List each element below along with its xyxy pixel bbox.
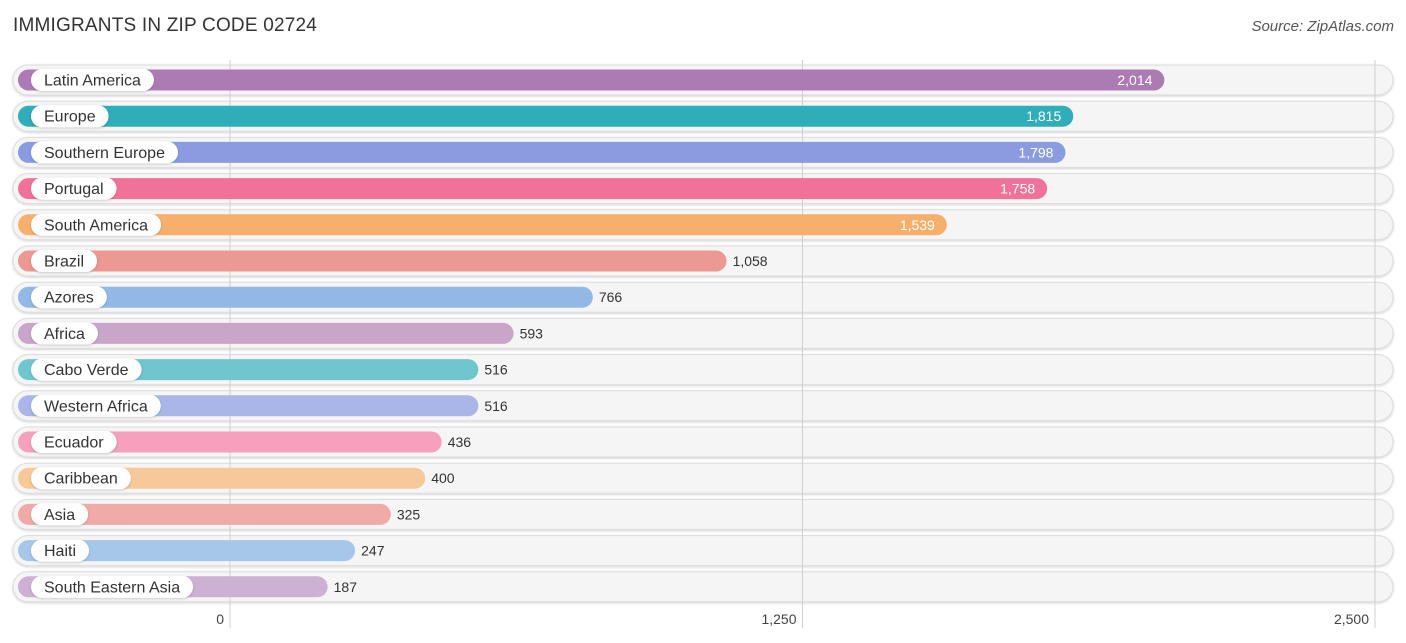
value-label: 436 xyxy=(448,434,472,450)
x-tick-label: 0 xyxy=(216,611,224,627)
bar-group[interactable]: South Eastern Asia 187 xyxy=(18,575,358,598)
category-label: Europe xyxy=(44,109,96,126)
value-label: 187 xyxy=(334,579,358,595)
category-label-pill xyxy=(31,286,107,309)
category-label: Latin America xyxy=(44,73,141,90)
bar-group[interactable]: South America 1,539 xyxy=(18,213,947,236)
bar[interactable] xyxy=(18,250,727,272)
chart-source: Source: ZipAtlas.com xyxy=(1251,18,1394,35)
category-label-pill xyxy=(31,322,98,345)
bar[interactable] xyxy=(18,322,514,344)
category-label: Haiti xyxy=(44,543,76,560)
value-label: 516 xyxy=(484,398,508,414)
category-label-pill xyxy=(31,503,89,526)
bar[interactable] xyxy=(18,431,442,453)
bar-group[interactable]: Cabo Verde 516 xyxy=(18,358,508,381)
value-label: 325 xyxy=(397,506,421,522)
category-label-pill xyxy=(31,213,162,236)
value-label: 1,758 xyxy=(1000,181,1035,197)
category-label-pill xyxy=(31,250,98,272)
x-tick-label: 2,500 xyxy=(1334,611,1369,627)
bar[interactable] xyxy=(18,178,1048,200)
category-label-pill xyxy=(31,105,109,128)
category-label-pill xyxy=(31,69,154,91)
category-label: Portugal xyxy=(44,181,104,198)
category-label-pill xyxy=(31,539,90,562)
category-label-pill xyxy=(31,358,142,381)
bar-group[interactable]: Caribbean 400 xyxy=(18,467,455,490)
value-label: 2,014 xyxy=(1117,72,1152,88)
bar-group[interactable]: Haiti 247 xyxy=(18,539,385,562)
category-label: Caribbean xyxy=(44,471,118,488)
category-label: Brazil xyxy=(44,254,84,271)
category-label: Asia xyxy=(44,507,75,524)
category-label-pill xyxy=(31,177,117,200)
bar-track xyxy=(12,535,1394,567)
bar[interactable] xyxy=(18,540,356,562)
value-label: 593 xyxy=(520,325,544,341)
bar[interactable] xyxy=(18,286,593,308)
bar-group[interactable]: Africa 593 xyxy=(18,322,544,345)
bar-group[interactable]: Latin America 2,014 xyxy=(18,69,1165,91)
bar[interactable] xyxy=(18,141,1066,163)
bar-group[interactable]: Asia 325 xyxy=(18,503,421,526)
chart-title: IMMIGRANTS IN ZIP CODE 02724 xyxy=(13,15,318,36)
category-label-pill xyxy=(31,394,161,417)
value-label: 1,798 xyxy=(1018,144,1053,160)
bar-group[interactable]: Brazil 1,058 xyxy=(18,250,768,272)
value-label: 247 xyxy=(361,543,385,559)
bar-group[interactable]: Portugal 1,758 xyxy=(18,177,1048,200)
category-label: Cabo Verde xyxy=(44,362,129,379)
category-label: Azores xyxy=(44,290,94,307)
category-label: South America xyxy=(44,217,148,234)
category-label: Southern Europe xyxy=(44,145,165,162)
bar[interactable] xyxy=(18,503,391,525)
value-label: 400 xyxy=(431,470,455,486)
category-label-pill xyxy=(31,431,117,453)
bar-group[interactable]: Southern Europe 1,798 xyxy=(18,141,1066,164)
value-label: 1,539 xyxy=(900,217,935,233)
bar-group[interactable]: Europe 1,815 xyxy=(18,105,1074,128)
value-label: 1,815 xyxy=(1026,108,1061,124)
category-label-pill xyxy=(31,467,131,490)
value-label: 516 xyxy=(484,362,508,378)
category-label: South Eastern Asia xyxy=(44,579,180,596)
bar-track xyxy=(12,571,1394,603)
bar[interactable] xyxy=(18,69,1165,91)
category-label-pill xyxy=(31,141,178,164)
value-label: 766 xyxy=(599,289,623,305)
bar[interactable] xyxy=(18,214,947,236)
category-label: Western Africa xyxy=(44,398,148,415)
bar-group[interactable]: Ecuador 436 xyxy=(18,431,471,453)
bar[interactable] xyxy=(18,105,1074,127)
category-label: Africa xyxy=(44,326,85,343)
category-label-pill xyxy=(31,575,194,598)
category-label: Ecuador xyxy=(44,435,104,452)
bar-group[interactable]: Western Africa 516 xyxy=(18,394,508,417)
x-tick-label: 1,250 xyxy=(761,611,796,627)
value-label: 1,058 xyxy=(733,253,768,269)
bar-group[interactable]: Azores 766 xyxy=(18,286,623,309)
